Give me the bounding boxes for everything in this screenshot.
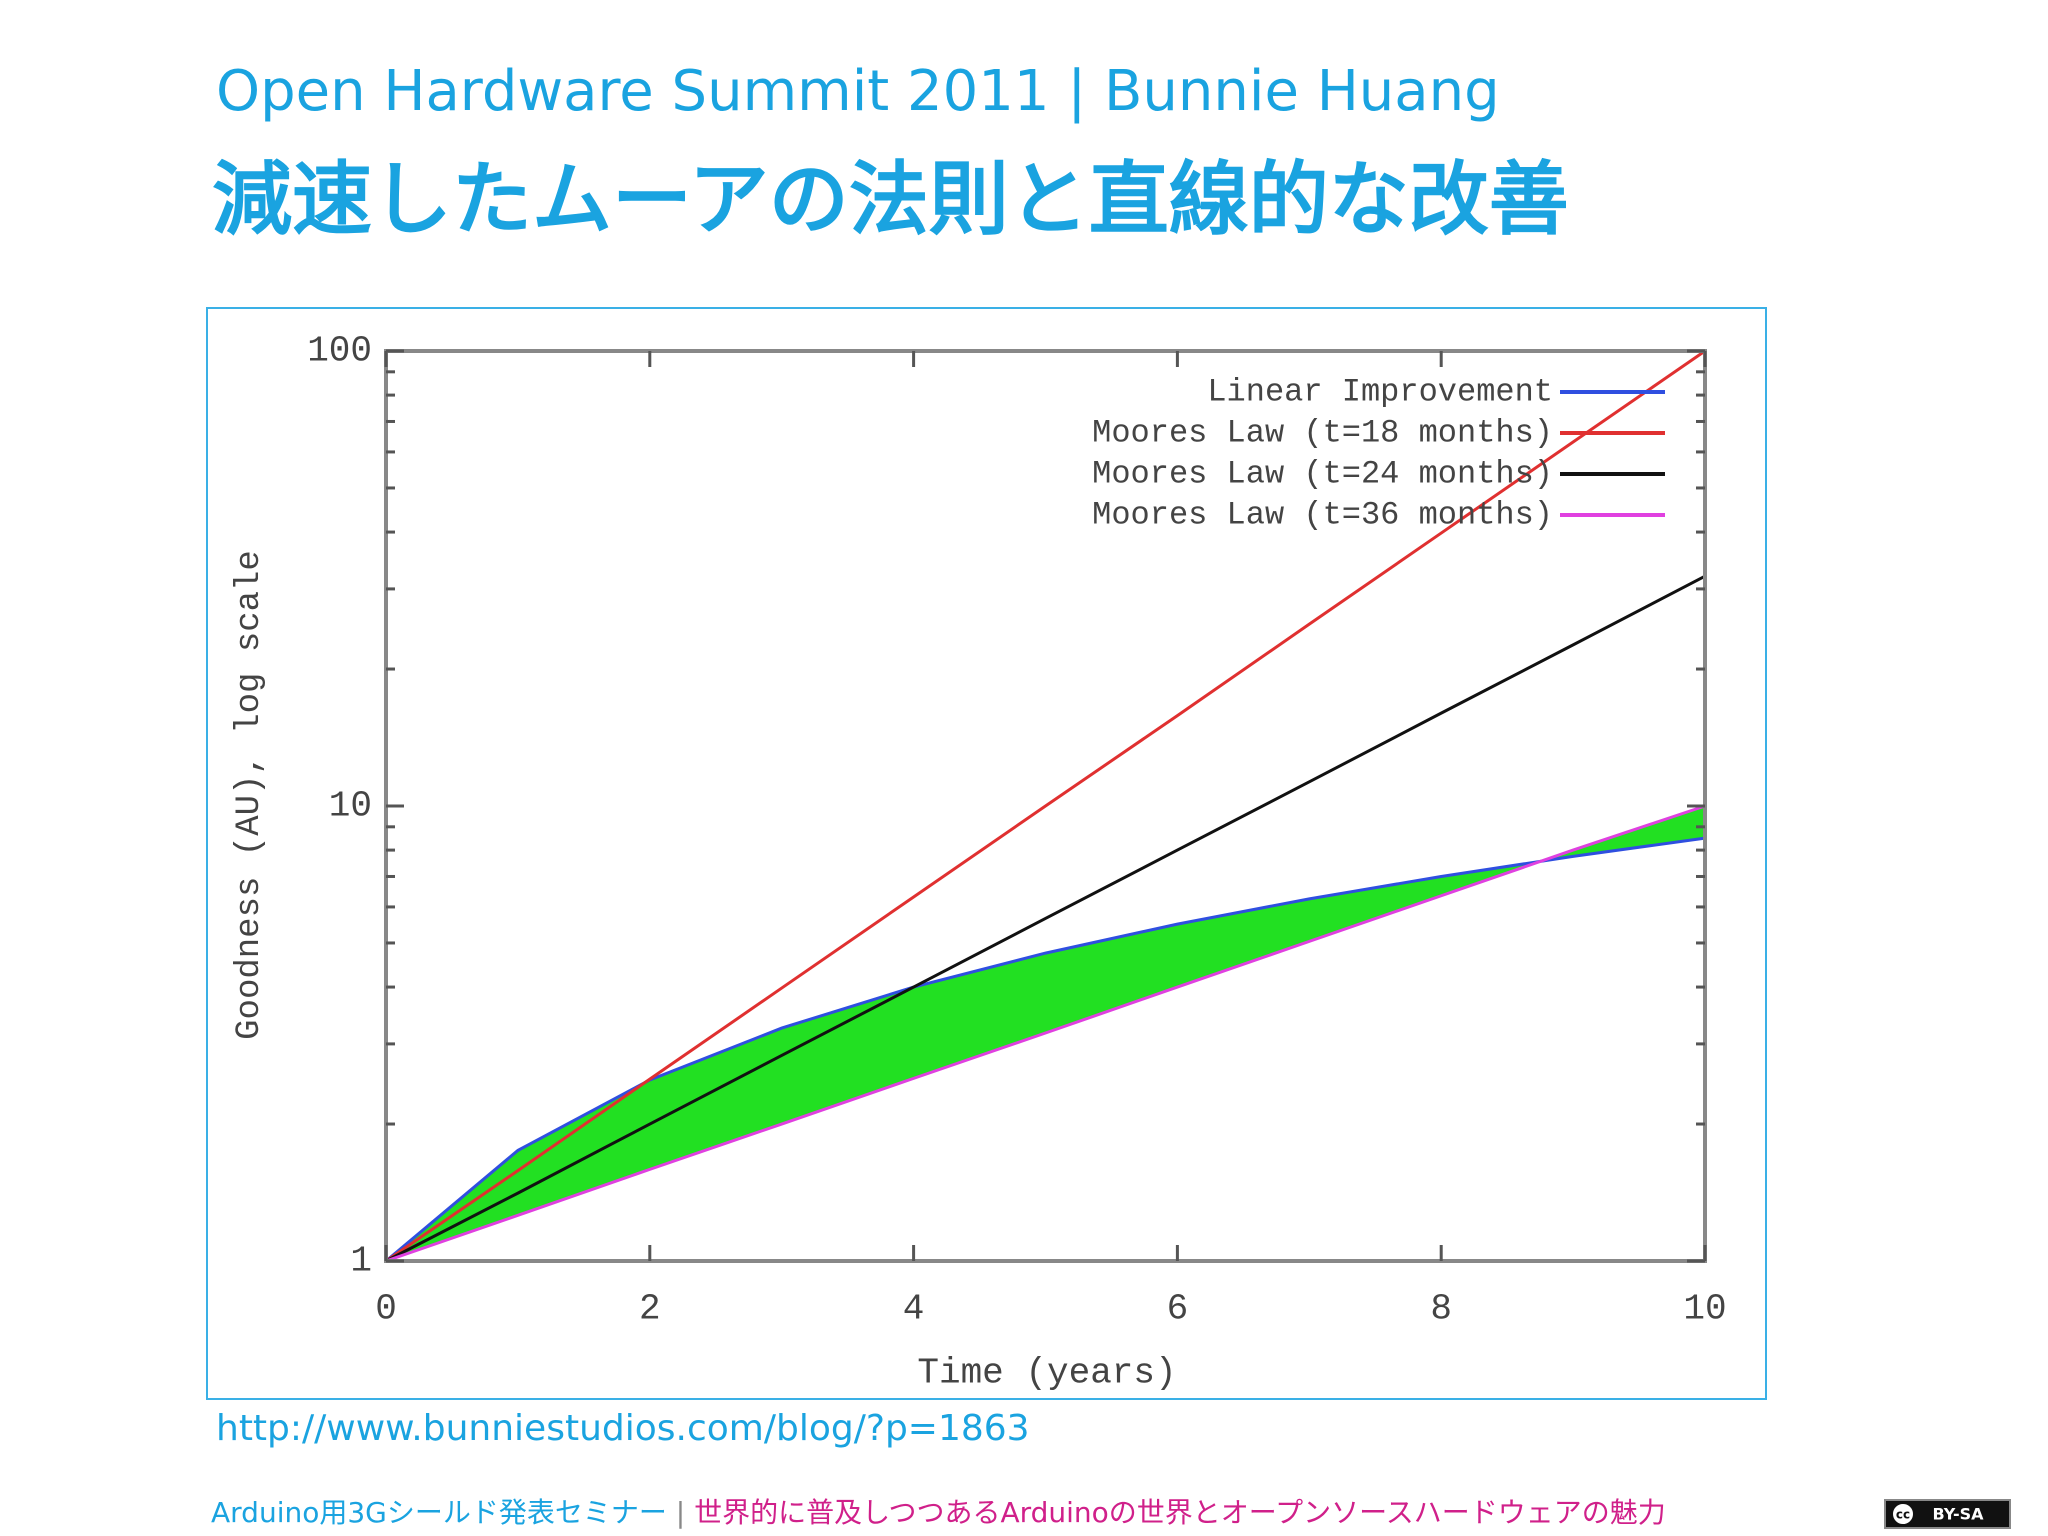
y-tick-label: 1 <box>350 1241 372 1282</box>
x-tick-label: 10 <box>1683 1289 1726 1330</box>
footer: Arduino用3Gシールド発表セミナー | 世界的に普及しつつあるArduin… <box>211 1496 1666 1529</box>
badge-text: BY-SA <box>1932 1505 1984 1524</box>
badge-icon: cc <box>1896 1508 1910 1522</box>
legend-label: Moores Law (t=18 months) <box>1092 414 1553 451</box>
title-line2: 減速したムーアの法則と直線的な改善 <box>212 153 1569 246</box>
x-axis-title: Time (years) <box>917 1353 1176 1394</box>
series-line <box>385 804 1706 1263</box>
series-line <box>385 574 1706 1263</box>
footer-separator: | <box>676 1496 685 1529</box>
series-line <box>385 836 1706 1263</box>
x-tick-label: 0 <box>375 1289 397 1330</box>
series-line <box>385 349 1706 1263</box>
title-line1: Open Hardware Summit 2011 | Bunnie Huang <box>216 59 1500 124</box>
legend-label: Linear Improvement <box>1207 373 1553 410</box>
x-tick-label: 6 <box>1167 1289 1189 1330</box>
plot: 0 2 4 6 8 10 1 10 100 Linear Improvement Moores La… <box>307 331 1726 1330</box>
y-axis-title: Goodness (AU), log scale <box>231 550 269 1040</box>
y-tick-label: 10 <box>329 786 372 827</box>
x-tick-label: 2 <box>639 1289 661 1330</box>
source-url: http://www.bunniestudios.com/blog/?p=186… <box>216 1408 1030 1449</box>
y-tick-label: 100 <box>307 331 372 372</box>
cc-badge: cc BY-SA <box>1884 1499 2011 1529</box>
legend-label: Moores Law (t=36 months) <box>1092 496 1553 533</box>
x-tick-label: 4 <box>903 1289 925 1330</box>
footer-right: 世界的に普及しつつあるArduinoの世界とオープンソースハードウェアの魅力 <box>694 1496 1666 1529</box>
legend-label: Moores Law (t=24 months) <box>1092 455 1553 492</box>
x-tick-label: 8 <box>1430 1289 1452 1330</box>
footer-left: Arduino用3Gシールド発表セミナー <box>211 1496 667 1529</box>
